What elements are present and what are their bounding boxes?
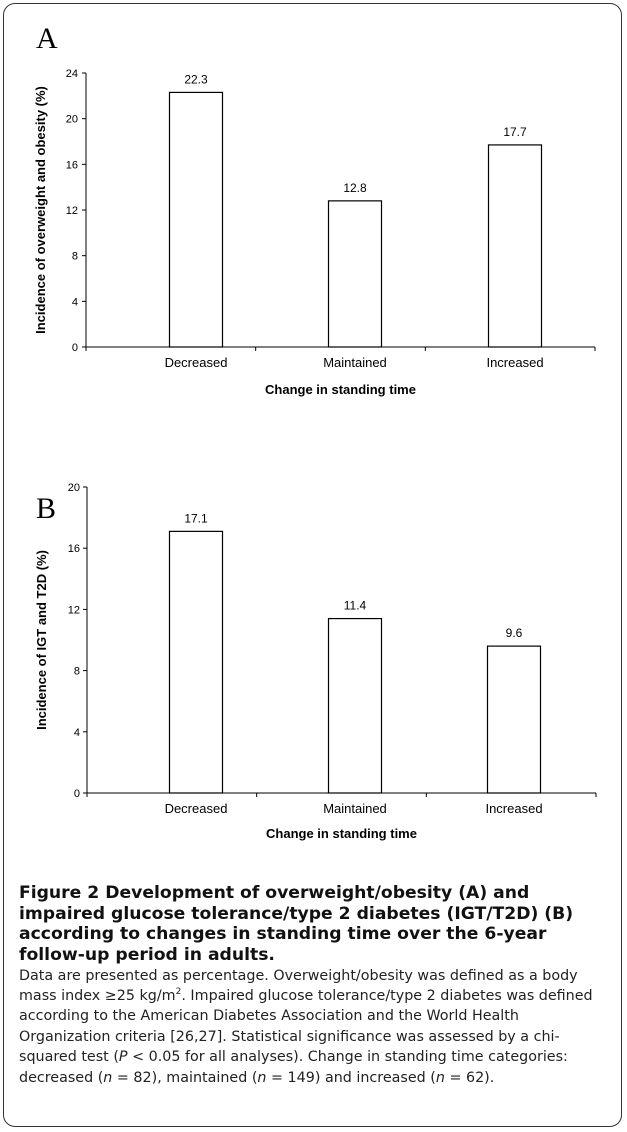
chart-b-y-tick-label: 16 (68, 543, 80, 555)
chart-b-category-label: Increased (485, 801, 542, 816)
chart-a-y-tick-label: 12 (66, 205, 78, 217)
chart-a-data-label: 12.8 (343, 181, 367, 195)
chart-a-y-tick-label: 4 (72, 296, 78, 308)
caption-text-6: = 62). (444, 1069, 495, 1086)
chart-a-y-tick-label: 8 (72, 251, 78, 263)
chart-b-bar (486, 645, 542, 794)
chart-a-y-tick-label: 16 (66, 159, 78, 171)
caption-title: Figure 2 Development of overweight/obesi… (19, 883, 574, 965)
chart-a-y-tick-label: 0 (72, 342, 78, 354)
chart-b-data-label: 11.4 (344, 599, 367, 613)
caption-text-2: . Impaired glucose tolerance/type 2 diab… (19, 988, 593, 1066)
chart-b-y-tick-label: 8 (74, 666, 80, 678)
chart-a-bar (327, 200, 383, 348)
chart-a-data-label: 22.3 (184, 72, 208, 86)
caption-text-4: = 82), maintained ( (112, 1069, 258, 1086)
chart-b: B 0 4 8 12 16 20 17.1 Decreased 11.4 Maintained 9.… (34, 482, 597, 841)
chart-a-plot: 0 4 8 12 16 20 24 22.3 Decreased 12.8 Maintained 17… (33, 68, 596, 397)
chart-b-y-tick-label: 12 (68, 604, 80, 616)
caption-n-variable: n (435, 1069, 445, 1086)
caption-n-variable: n (257, 1069, 267, 1086)
chart-b-y-tick-label: 4 (74, 727, 80, 739)
caption-text-5: = 149) and increased ( (266, 1069, 436, 1086)
chart-a-category-label: Decreased (165, 355, 228, 370)
chart-a-y-tick-label: 20 (66, 114, 78, 126)
panel-letter-b: B (36, 492, 56, 525)
caption-text-1: Data are presented as percentage. Overwe… (19, 967, 578, 1004)
chart-b-category-label: Decreased (165, 801, 228, 816)
chart-a: A 0 4 8 12 16 20 24 22.3 Decreased 12.8 Maintained… (33, 22, 596, 397)
chart-b-bar (327, 617, 383, 794)
caption-body: Data are presented as percentage. Overwe… (19, 966, 607, 1089)
caption-n-variable: n (103, 1069, 113, 1086)
figure-caption: Figure 2 Development of overweight/obesi… (19, 883, 607, 1088)
chart-a-y-axis-title: Incidence of overweight and obesity (%) (33, 86, 48, 334)
chart-b-data-label: 9.6 (506, 626, 523, 640)
caption-text-3: < 0.05 for all analyses). Change in stan… (19, 1049, 568, 1086)
chart-b-x-axis-title: Change in standing time (266, 826, 417, 841)
chart-a-category-label: Increased (486, 355, 543, 370)
chart-a-data-label: 17.7 (503, 125, 527, 139)
chart-b-y-tick-label: 20 (68, 482, 80, 494)
chart-a-bar (487, 144, 543, 348)
chart-b-data-label: 17.1 (184, 511, 208, 525)
chart-a-category-label: Maintained (323, 355, 387, 370)
chart-a-y-tick-label: 24 (66, 68, 78, 80)
chart-b-category-label: Maintained (323, 801, 387, 816)
chart-b-plot: 0 4 8 12 16 20 17.1 Decreased 11.4 Maintained 9.6 I… (34, 482, 597, 841)
chart-b-y-tick-label: 0 (74, 788, 80, 800)
chart-b-bar (168, 530, 224, 794)
chart-a-x-axis-title: Change in standing time (265, 382, 416, 397)
panel-letter-a: A (36, 22, 58, 55)
caption-p-variable: P (118, 1049, 128, 1066)
chart-a-bar (168, 91, 224, 348)
caption-superscript: 2 (175, 987, 182, 998)
chart-b-y-axis-title: Incidence of IGT and T2D (%) (34, 550, 49, 730)
